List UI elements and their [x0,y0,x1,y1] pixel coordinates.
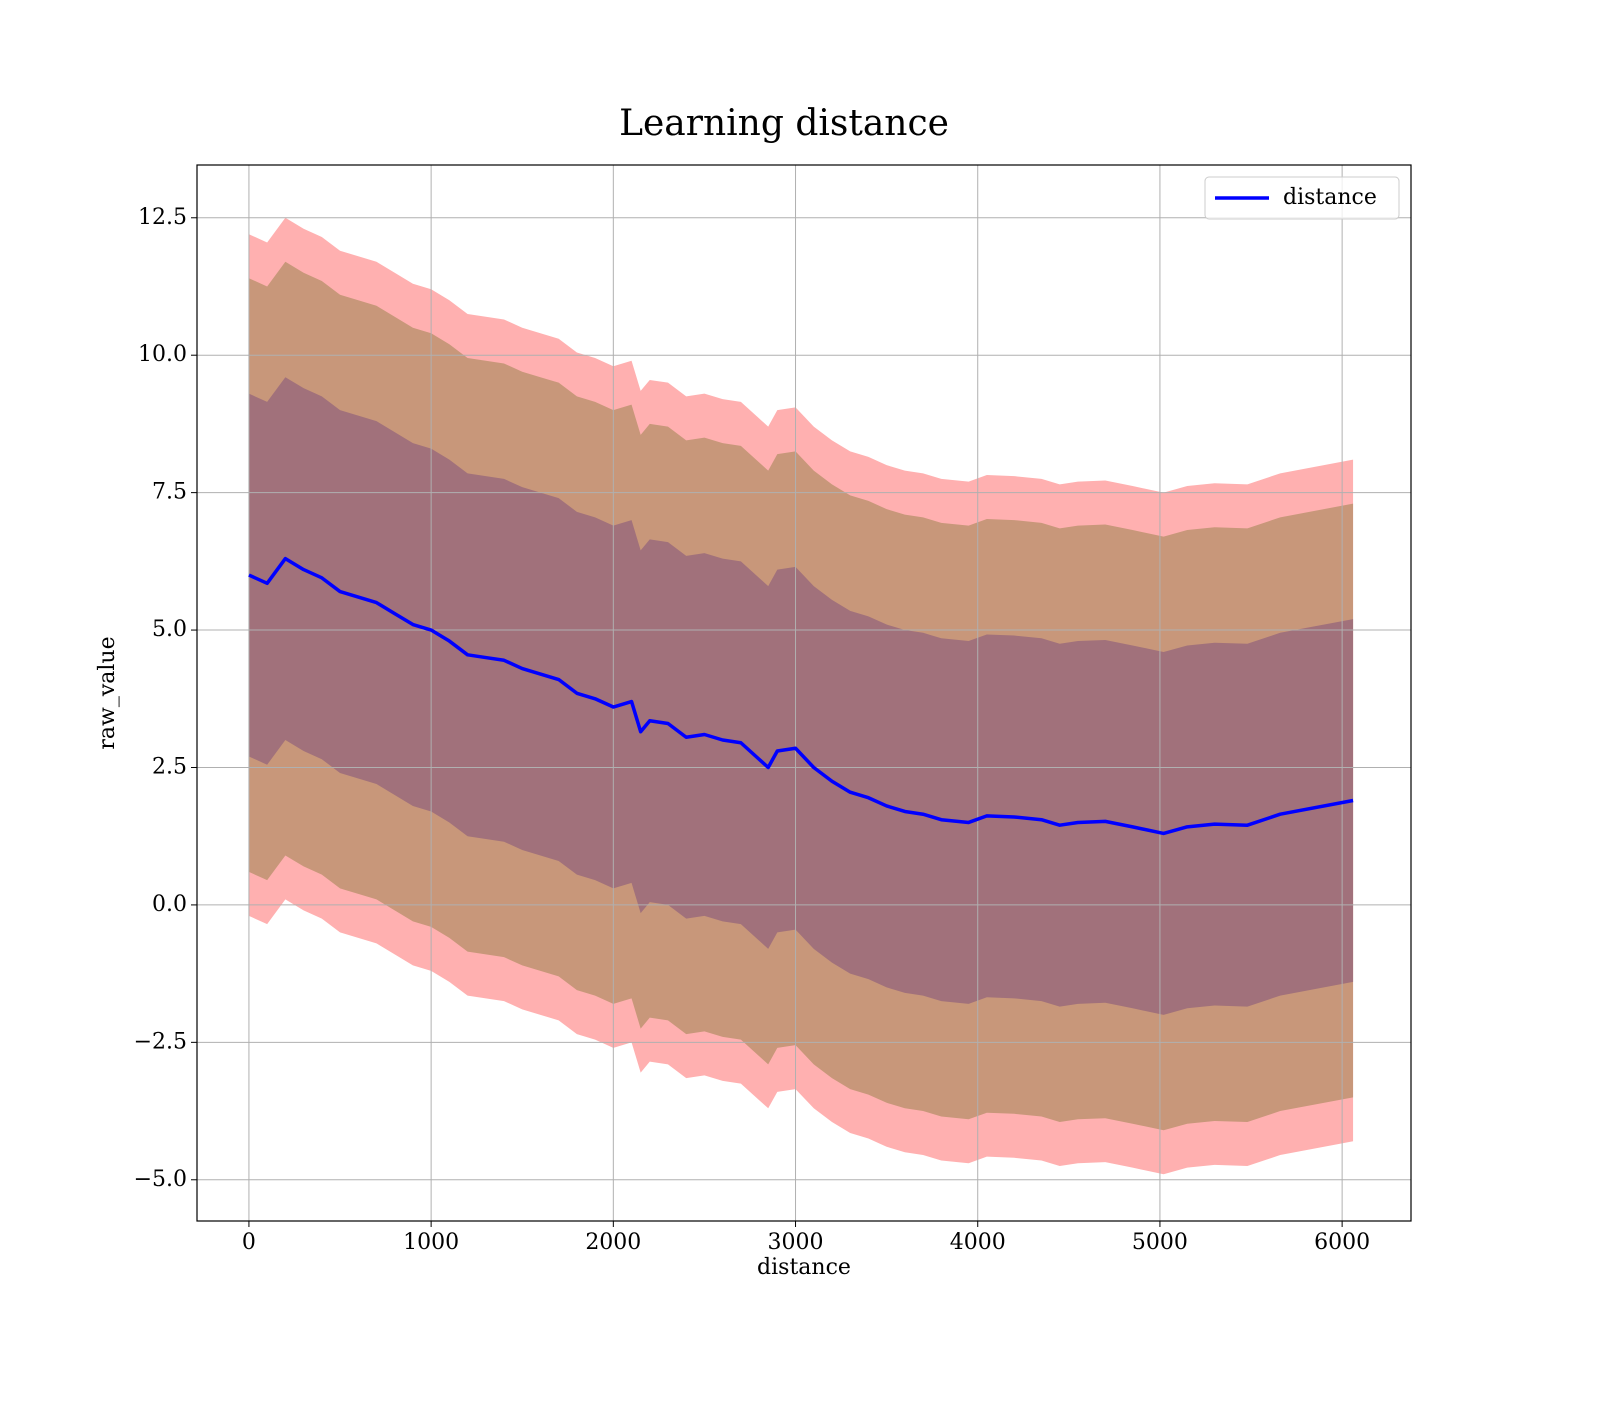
x-tick-label: 6000 [1314,1230,1370,1255]
x-tick-label: 2000 [585,1230,641,1255]
y-axis-label: raw_value [95,636,120,749]
y-tick-label: 7.5 [152,480,187,505]
x-tick-label: 5000 [1132,1230,1188,1255]
y-tick-label: 10.0 [138,342,187,367]
plot-frame [196,164,1412,1222]
y-tick-label: 0.0 [152,892,187,917]
x-axis-label: distance [757,1255,851,1280]
x-tick-label: 0 [242,1230,256,1255]
x-tick-label: 1000 [403,1230,459,1255]
y-tick-label: 5.0 [152,617,187,642]
y-tick-label: −5.0 [134,1167,187,1192]
line [248,556,1354,836]
legend-box [1204,176,1400,220]
legend: distance [1204,176,1400,220]
y-tick-label: 2.5 [152,754,187,779]
x-tick-label: 4000 [950,1230,1006,1255]
band [248,377,1354,1015]
y-tick-label: 12.5 [138,205,187,230]
y-tick-label: −2.5 [134,1029,187,1054]
x-tick-label: 3000 [768,1230,824,1255]
chart-title: Learning distance [619,103,949,144]
legend-label: distance [1283,185,1377,210]
